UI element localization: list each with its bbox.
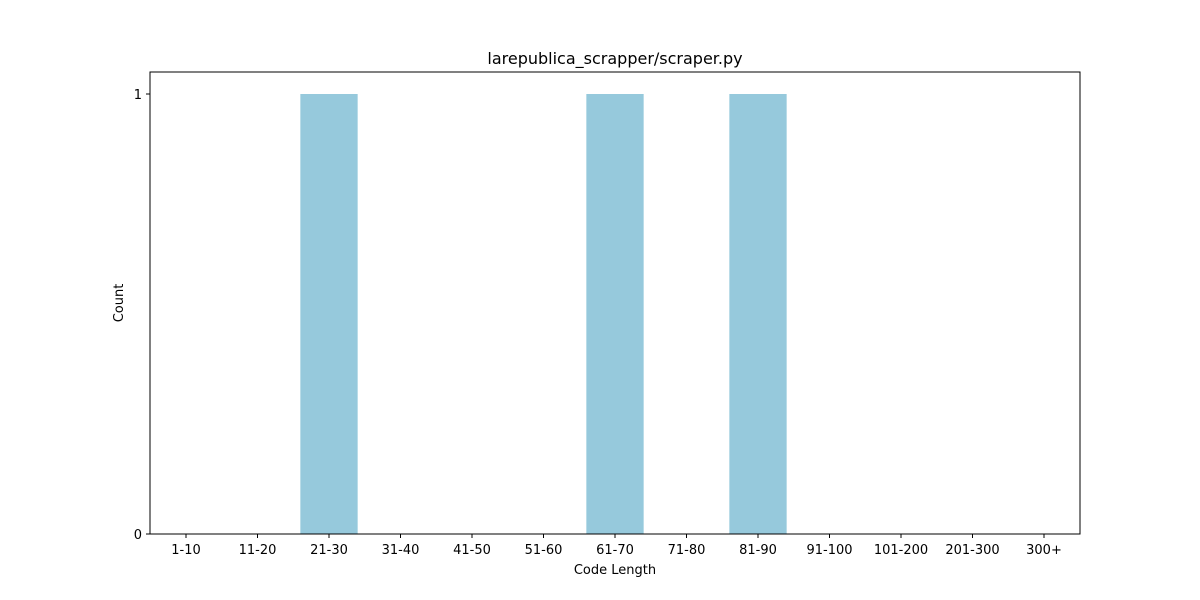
x-tick-label: 61-70 (596, 543, 634, 558)
x-tick-label: 300+ (1026, 543, 1062, 558)
x-tick-label: 81-90 (739, 543, 777, 558)
x-tick-label: 51-60 (525, 543, 563, 558)
bar-61-70 (586, 94, 644, 534)
y-axis: 01 (134, 88, 150, 543)
bar-21-30 (300, 94, 358, 534)
x-tick-label: 41-50 (453, 543, 491, 558)
x-axis-label: Code Length (574, 563, 656, 578)
x-tick-label: 71-80 (668, 543, 706, 558)
x-tick-label: 1-10 (171, 543, 201, 558)
x-tick-label: 31-40 (382, 543, 420, 558)
bar-81-90 (729, 94, 787, 534)
y-tick-label: 1 (134, 88, 142, 103)
x-axis: 1-10 11-20 21-30 31-40 41-50 51-60 61-70 71-80 8… (171, 534, 1062, 558)
x-tick-label: 201-300 (945, 543, 999, 558)
chart-title: larepublica_scrapper/scraper.py (487, 49, 742, 69)
x-tick-label: 11-20 (239, 543, 277, 558)
x-tick-label: 21-30 (310, 543, 348, 558)
y-tick-label: 0 (134, 528, 142, 543)
x-tick-label: 91-100 (806, 543, 852, 558)
bars-group (300, 94, 787, 534)
x-tick-label: 101-200 (874, 543, 928, 558)
y-axis-label: Count (112, 284, 127, 323)
